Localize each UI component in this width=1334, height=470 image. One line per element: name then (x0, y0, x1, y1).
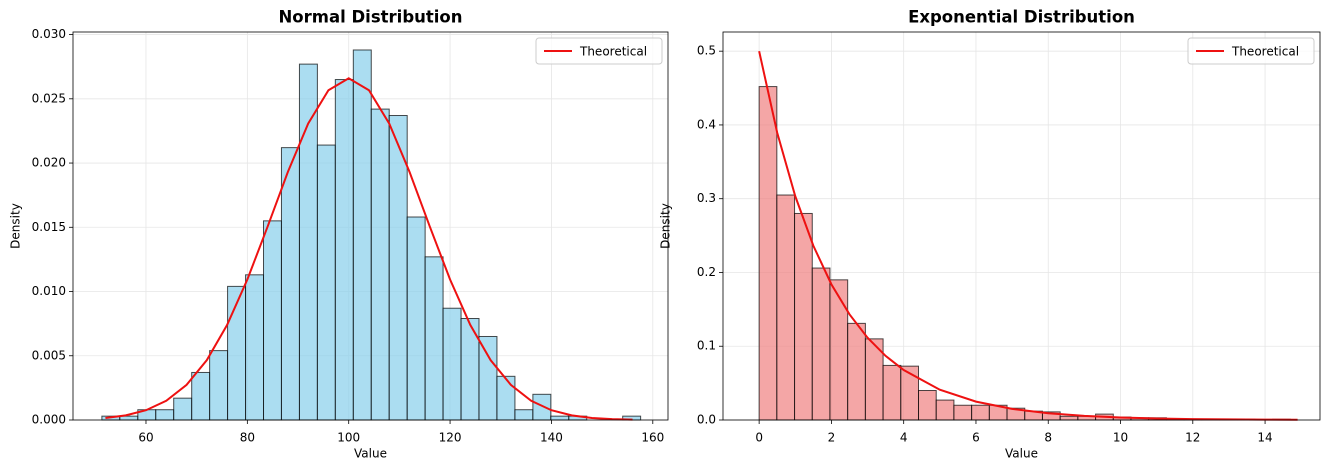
legend-box (535, 37, 663, 65)
bar (227, 285, 247, 421)
y-axis-label: Density (659, 203, 673, 249)
bar (794, 212, 813, 421)
y-tick-label: 0.000 (32, 413, 66, 427)
x-tick-label: 14 (1257, 431, 1272, 445)
bar (847, 322, 866, 421)
bar (263, 220, 282, 421)
legend: Theoretical (535, 37, 663, 65)
y-tick-label: 0.5 (697, 44, 716, 58)
bar (370, 108, 390, 421)
chart-title: Normal Distribution (278, 8, 462, 27)
x-axis-label: Value (1005, 447, 1038, 461)
y-axis-label: Density (9, 203, 23, 249)
bar (532, 393, 552, 421)
bar (953, 404, 973, 421)
x-tick-label: 6 (972, 431, 980, 445)
bar (173, 397, 193, 421)
x-axis-label: Value (354, 447, 387, 461)
bar (442, 307, 462, 421)
x-tick-label: 12 (1185, 431, 1200, 445)
x-tick-label: 4 (900, 431, 908, 445)
bar (882, 364, 902, 421)
x-tick-label: 2 (828, 431, 836, 445)
plot-frame (722, 31, 1321, 421)
legend-label: Theoretical (579, 45, 647, 59)
theoretical-line (758, 50, 1298, 421)
bar (971, 404, 990, 421)
y-tick-label: 0.4 (697, 117, 716, 131)
bar (1059, 415, 1079, 421)
x-tick-label: 120 (439, 431, 462, 445)
y-tick-label: 0.020 (32, 156, 66, 170)
subplot: 0 2 4 6 8 10 12 14 0.0 0.1 0.2 0.3 0.4 0.5 Exponential… (659, 8, 1321, 461)
y-tick-label: 0.0 (697, 413, 716, 427)
x-tick-label: 80 (240, 431, 255, 445)
y-tick-label: 0.030 (32, 27, 66, 41)
bar (334, 79, 354, 421)
y-tick-label: 0.010 (32, 284, 66, 298)
x-tick-label: 60 (138, 431, 153, 445)
bar (935, 399, 955, 421)
bar (496, 375, 516, 421)
bar (550, 415, 570, 421)
bar (352, 49, 372, 421)
x-tick-label: 140 (540, 431, 563, 445)
y-tick-label: 0.025 (32, 91, 66, 105)
x-tick-label: 160 (641, 431, 664, 445)
y-tick-label: 0.1 (697, 339, 716, 353)
subplot: 60 80 100 120 140 160 0.000 0.005 0.010 0.015 0.02… (9, 8, 669, 461)
x-tick-label: 100 (337, 431, 360, 445)
plot-frame (72, 31, 669, 421)
x-tick-label: 0 (755, 431, 763, 445)
bar (155, 409, 175, 421)
x-tick-label: 10 (1113, 431, 1128, 445)
bar (316, 144, 336, 421)
x-tick-label: 8 (1044, 431, 1052, 445)
bar (776, 194, 796, 421)
y-tick-label: 0.005 (32, 348, 66, 362)
bar (298, 63, 318, 421)
bar (918, 389, 937, 421)
bar (829, 279, 849, 421)
legend: Theoretical (1187, 37, 1315, 65)
bar (424, 256, 444, 421)
bar (406, 216, 426, 421)
y-tick-label: 0.2 (697, 265, 716, 279)
bar (478, 335, 498, 421)
legend-label: Theoretical (1231, 45, 1299, 59)
y-tick-label: 0.015 (32, 220, 66, 234)
bar (758, 86, 778, 421)
bar (191, 371, 211, 421)
theoretical-line (105, 77, 633, 421)
bar (514, 409, 534, 421)
bar (209, 350, 229, 421)
bar (811, 267, 831, 421)
legend-box (1187, 37, 1315, 65)
bar (280, 147, 300, 421)
chart-title: Exponential Distribution (908, 8, 1135, 27)
y-tick-label: 0.3 (697, 191, 716, 205)
bar (245, 274, 265, 421)
